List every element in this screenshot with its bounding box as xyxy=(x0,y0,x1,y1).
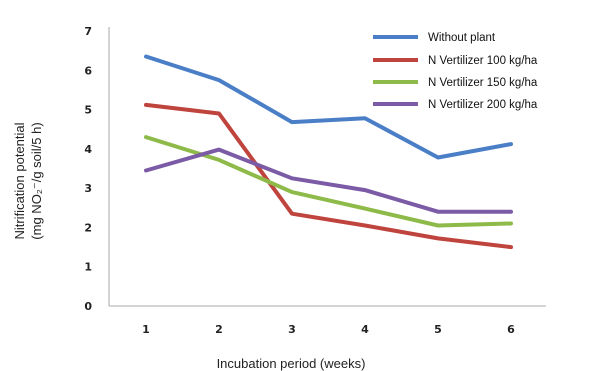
y-tick-label: 4 xyxy=(84,143,92,156)
x-tick-label: 6 xyxy=(507,323,515,336)
series-line-1 xyxy=(144,54,513,160)
x-axis-title: Incubation period (weeks) xyxy=(217,356,366,371)
y-tick-label: 1 xyxy=(84,261,92,274)
legend-label-3: N Vertilizer 150 kg/ha xyxy=(428,77,538,89)
x-tick-label: 4 xyxy=(361,323,369,336)
legend-label-2: N Vertilizer 100 kg/ha xyxy=(428,55,538,67)
y-tick-label: 2 xyxy=(84,221,92,234)
y-tick-label: 6 xyxy=(84,64,92,77)
y-axis-title-line2: (mg NO₂⁻/g soil/5 h) xyxy=(29,122,44,239)
y-tick-label: 3 xyxy=(84,182,92,195)
y-tick-label: 0 xyxy=(84,300,92,313)
series-line-4 xyxy=(144,147,513,214)
chart-axes: 0 1 2 3 4 5 6 7 1 2 3 4 5 6 xyxy=(84,25,546,336)
y-axis-title-line1: Nitrification potential xyxy=(12,122,27,239)
legend-label-1: Without plant xyxy=(428,32,496,44)
series-line-3 xyxy=(144,135,513,228)
series-line-2 xyxy=(144,102,513,250)
x-tick-label: 3 xyxy=(288,323,296,336)
x-tick-label: 1 xyxy=(142,323,150,336)
legend: Without plant N Vertilizer 100 kg/ha N Ver… xyxy=(373,32,538,111)
x-tick-label: 2 xyxy=(215,323,223,336)
legend-label-4: N Vertilizer 200 kg/ha xyxy=(428,99,538,111)
series-layer xyxy=(144,54,513,250)
y-tick-label: 5 xyxy=(84,104,92,117)
y-tick-label: 7 xyxy=(84,25,92,38)
x-tick-label: 5 xyxy=(434,323,442,336)
